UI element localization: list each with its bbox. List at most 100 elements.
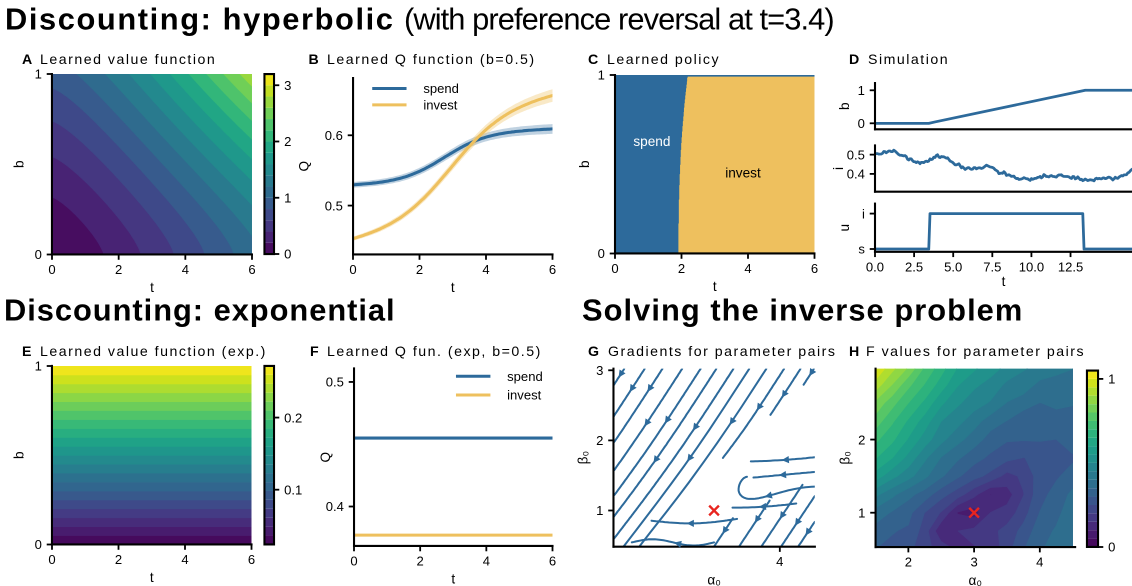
svg-text:0.5: 0.5: [847, 147, 865, 162]
svg-text:2: 2: [284, 134, 291, 149]
svg-text:A: A: [22, 52, 32, 68]
svg-text:invest: invest: [507, 388, 541, 403]
svg-text:0: 0: [35, 247, 42, 262]
svg-text:i: i: [831, 167, 846, 170]
svg-text:1: 1: [35, 359, 42, 374]
svg-text:6: 6: [248, 552, 255, 567]
svg-text:0.1: 0.1: [284, 482, 302, 497]
svg-text:Learned Q fun. (exp, b=0.5): Learned Q fun. (exp, b=0.5): [327, 344, 542, 360]
svg-text:0.4: 0.4: [326, 499, 344, 514]
svg-text:1: 1: [858, 505, 865, 520]
svg-text:4: 4: [181, 552, 188, 567]
svg-text:0.5: 0.5: [326, 375, 344, 390]
svg-text:3: 3: [284, 78, 291, 93]
svg-text:2: 2: [417, 554, 424, 569]
svg-text:spend: spend: [423, 81, 459, 96]
svg-text:0: 0: [349, 262, 356, 277]
svg-text:0: 0: [48, 262, 55, 277]
svg-text:Q: Q: [318, 452, 333, 463]
svg-text:Learned Q function (b=0.5): Learned Q function (b=0.5): [327, 52, 536, 68]
svg-text:t: t: [713, 279, 717, 294]
svg-text:0: 0: [1108, 540, 1115, 555]
svg-text:4: 4: [483, 554, 490, 569]
svg-text:Discounting: hyperbolic: Discounting: hyperbolic: [5, 1, 395, 36]
svg-text:1: 1: [284, 190, 291, 205]
svg-text:α₀: α₀: [969, 573, 983, 586]
svg-text:2: 2: [115, 552, 122, 567]
svg-text:b: b: [577, 160, 592, 168]
svg-text:s: s: [858, 242, 865, 257]
svg-text:Gradients for parameter pairs: Gradients for parameter pairs: [608, 344, 836, 360]
svg-text:B: B: [309, 52, 319, 68]
svg-text:0: 0: [48, 552, 55, 567]
svg-text:0.2: 0.2: [284, 410, 302, 425]
svg-text:10.0: 10.0: [1019, 259, 1044, 274]
svg-text:0: 0: [35, 537, 42, 552]
svg-text:0.4: 0.4: [847, 167, 865, 182]
svg-text:1: 1: [858, 83, 865, 98]
svg-text:0: 0: [611, 261, 618, 276]
svg-text:1: 1: [1108, 372, 1115, 387]
svg-text:H: H: [849, 344, 859, 360]
svg-text:4: 4: [182, 262, 189, 277]
svg-text:G: G: [588, 344, 599, 360]
svg-text:b: b: [12, 160, 27, 168]
svg-text:6: 6: [549, 554, 556, 569]
svg-text:Q: Q: [296, 161, 311, 172]
svg-text:4: 4: [1036, 555, 1043, 570]
svg-text:β₀: β₀: [576, 451, 591, 464]
svg-text:E: E: [22, 344, 31, 360]
svg-text:1: 1: [596, 503, 603, 518]
svg-text:0: 0: [598, 246, 605, 261]
svg-text:4: 4: [482, 262, 489, 277]
svg-text:t: t: [451, 572, 455, 586]
svg-text:2: 2: [596, 433, 603, 448]
svg-text:2.5: 2.5: [905, 259, 923, 274]
svg-text:(with preference reversal at t: (with preference reversal at t=3.4): [404, 1, 834, 36]
svg-text:2: 2: [858, 432, 865, 447]
svg-text:D: D: [849, 52, 859, 68]
svg-text:0.0: 0.0: [866, 259, 884, 274]
svg-text:b: b: [12, 451, 27, 459]
svg-text:t: t: [1002, 274, 1006, 289]
svg-text:α₀: α₀: [707, 572, 721, 586]
svg-text:2: 2: [905, 555, 912, 570]
svg-text:Learned value function: Learned value function: [40, 52, 216, 68]
svg-text:F: F: [310, 344, 319, 360]
svg-text:4: 4: [776, 554, 783, 569]
svg-text:spend: spend: [507, 369, 543, 384]
svg-text:b: b: [837, 102, 852, 110]
svg-text:2: 2: [416, 262, 423, 277]
svg-text:1: 1: [598, 68, 605, 83]
svg-text:spend: spend: [633, 134, 670, 149]
svg-text:7.5: 7.5: [983, 259, 1001, 274]
svg-text:6: 6: [248, 262, 255, 277]
svg-text:1: 1: [35, 67, 42, 82]
svg-text:u: u: [837, 224, 852, 232]
svg-text:0: 0: [350, 554, 357, 569]
svg-text:t: t: [150, 280, 154, 295]
svg-text:Simulation: Simulation: [868, 52, 949, 68]
svg-text:C: C: [588, 52, 598, 68]
svg-text:t: t: [451, 280, 455, 295]
svg-text:0: 0: [284, 247, 291, 262]
svg-text:t: t: [150, 570, 154, 585]
svg-text:2: 2: [678, 261, 685, 276]
svg-text:0.5: 0.5: [325, 198, 343, 213]
svg-text:invest: invest: [423, 97, 457, 112]
svg-text:0: 0: [858, 116, 865, 131]
svg-text:3: 3: [596, 363, 603, 378]
svg-text:12.5: 12.5: [1058, 259, 1083, 274]
svg-text:2: 2: [115, 262, 122, 277]
svg-text:3: 3: [970, 555, 977, 570]
svg-text:Solving the inverse problem: Solving the inverse problem: [582, 292, 1023, 327]
svg-text:0.6: 0.6: [325, 128, 343, 143]
svg-text:β₀: β₀: [838, 451, 853, 464]
svg-text:4: 4: [744, 261, 751, 276]
svg-text:Learned value function (exp.): Learned value function (exp.): [40, 344, 267, 360]
svg-text:F values for parameter pairs: F values for parameter pairs: [866, 344, 1085, 360]
svg-text:invest: invest: [725, 166, 761, 181]
svg-text:Learned policy: Learned policy: [607, 52, 720, 68]
svg-text:6: 6: [549, 262, 556, 277]
svg-text:i: i: [862, 206, 865, 221]
